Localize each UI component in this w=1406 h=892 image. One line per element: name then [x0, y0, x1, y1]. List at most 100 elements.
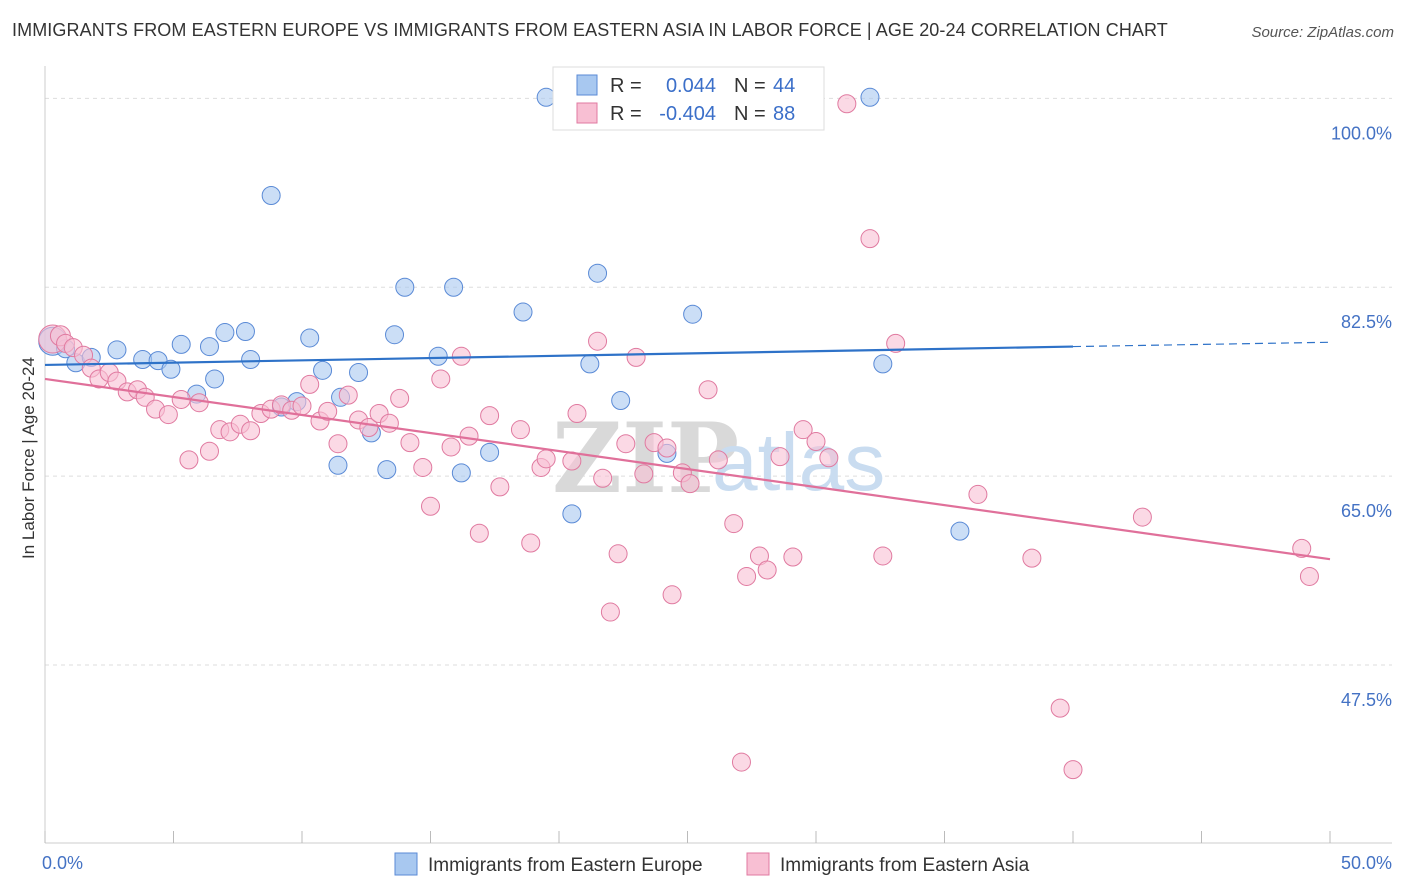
- point-asia-54: [593, 468, 613, 488]
- legend-r-value-0: 0.044: [666, 75, 716, 97]
- point-europe-32: [536, 87, 556, 107]
- point-asia-81: [968, 484, 988, 504]
- legend-r-label-1: R =: [610, 103, 642, 125]
- y-tick-label-1: 65.0%: [1341, 501, 1392, 521]
- point-asia-43: [459, 426, 479, 446]
- x-tick-label-0: 0.0%: [42, 853, 83, 873]
- trend-lines: [44, 341, 1331, 561]
- y-tick-labels: 47.5% 65.0% 82.5% 100.0%: [1331, 123, 1392, 710]
- point-asia-73: [793, 420, 813, 440]
- point-asia-87: [1299, 566, 1319, 586]
- point-asia-77: [860, 229, 880, 249]
- source-credit: Source: ZipAtlas.com: [1251, 24, 1394, 41]
- point-europe-10: [199, 337, 219, 357]
- bottom-legend-label-0: Immigrants from Eastern Europe: [428, 855, 703, 876]
- point-europe-27: [428, 346, 448, 366]
- point-europe-41: [950, 521, 970, 541]
- point-asia-36: [390, 388, 410, 408]
- point-europe-22: [349, 362, 369, 382]
- point-asia-31: [338, 385, 358, 405]
- point-asia-29: [318, 401, 338, 421]
- point-europe-15: [261, 186, 281, 205]
- bottom-legend-swatch-1: [746, 852, 770, 876]
- point-asia-58: [626, 347, 646, 367]
- point-europe-28: [444, 277, 464, 297]
- point-europe-11: [205, 369, 225, 389]
- point-asia-79: [886, 333, 906, 353]
- point-europe-13: [235, 321, 255, 341]
- point-europe-31: [513, 302, 533, 322]
- y-axis-label: In Labor Force | Age 20-24: [19, 357, 38, 559]
- bottom-legend-swatch-0: [394, 852, 418, 876]
- y-tick-label-0: 47.5%: [1341, 690, 1392, 710]
- legend-r-value-1: -0.404: [659, 103, 716, 125]
- point-europe-33: [562, 504, 582, 524]
- point-europe-18: [300, 328, 320, 348]
- point-asia-56: [608, 544, 628, 564]
- point-europe-7: [161, 359, 181, 379]
- x-tick-label-1: 50.0%: [1341, 853, 1392, 873]
- point-europe-24: [377, 460, 397, 480]
- point-asia-68: [737, 566, 757, 586]
- point-asia-78: [873, 546, 893, 566]
- point-asia-83: [1050, 698, 1070, 718]
- point-europe-14: [241, 350, 261, 370]
- point-asia-38: [413, 457, 433, 477]
- legend-r-label-0: R =: [610, 75, 642, 97]
- point-asia-53: [588, 331, 608, 351]
- point-asia-67: [724, 514, 744, 534]
- grid-lines: [45, 97, 1392, 666]
- point-asia-57: [616, 434, 636, 454]
- legend-n-value-0: 44: [773, 75, 795, 97]
- point-europe-30: [480, 442, 500, 462]
- data-points: [38, 87, 1319, 780]
- point-asia-16: [189, 393, 209, 413]
- point-asia-30: [328, 434, 348, 454]
- watermark-zip: ZIP: [552, 402, 739, 515]
- point-europe-19: [313, 360, 333, 380]
- point-asia-27: [300, 374, 320, 394]
- point-asia-17: [199, 441, 219, 461]
- point-europe-36: [611, 391, 631, 411]
- bottom-legend: Immigrants from Eastern Europe Immigrants…: [394, 852, 1030, 876]
- point-asia-39: [421, 496, 440, 516]
- legend-n-label-0: N =: [734, 75, 766, 97]
- point-asia-66: [708, 450, 728, 470]
- point-asia-72: [783, 547, 803, 567]
- y-tick-label-3: 100.0%: [1331, 123, 1392, 143]
- point-asia-74: [806, 432, 826, 452]
- point-asia-48: [521, 533, 541, 553]
- point-asia-82: [1022, 548, 1042, 568]
- legend: R = 0.044 N = 44 R = -0.404 N = 88: [552, 66, 825, 131]
- point-asia-55: [600, 602, 620, 622]
- point-asia-65: [698, 380, 718, 400]
- legend-n-value-1: 88: [773, 103, 795, 125]
- trend-line-europe: [44, 345, 1074, 367]
- legend-n-label-1: N =: [734, 103, 766, 125]
- point-asia-35: [379, 413, 399, 433]
- point-europe-8: [171, 334, 191, 354]
- point-europe-39: [860, 87, 880, 107]
- point-europe-12: [215, 323, 235, 343]
- point-europe-35: [588, 263, 608, 283]
- point-asia-46: [490, 477, 510, 497]
- point-europe-25: [385, 325, 405, 345]
- point-asia-84: [1063, 760, 1083, 780]
- point-asia-85: [1132, 507, 1152, 527]
- point-asia-52: [567, 403, 587, 423]
- point-europe-29: [451, 463, 471, 483]
- point-asia-71: [770, 447, 790, 467]
- point-asia-47: [510, 420, 530, 440]
- point-asia-40: [431, 369, 451, 389]
- point-asia-50: [536, 449, 556, 469]
- point-asia-64: [680, 474, 700, 494]
- point-asia-41: [441, 437, 461, 457]
- point-asia-21: [241, 421, 261, 441]
- point-asia-26: [292, 396, 312, 416]
- point-asia-86: [1292, 538, 1312, 558]
- point-europe-4: [107, 340, 127, 360]
- point-europe-34: [580, 354, 600, 374]
- point-asia-76: [837, 94, 857, 114]
- x-tick-labels: 0.0% 50.0%: [42, 853, 1392, 873]
